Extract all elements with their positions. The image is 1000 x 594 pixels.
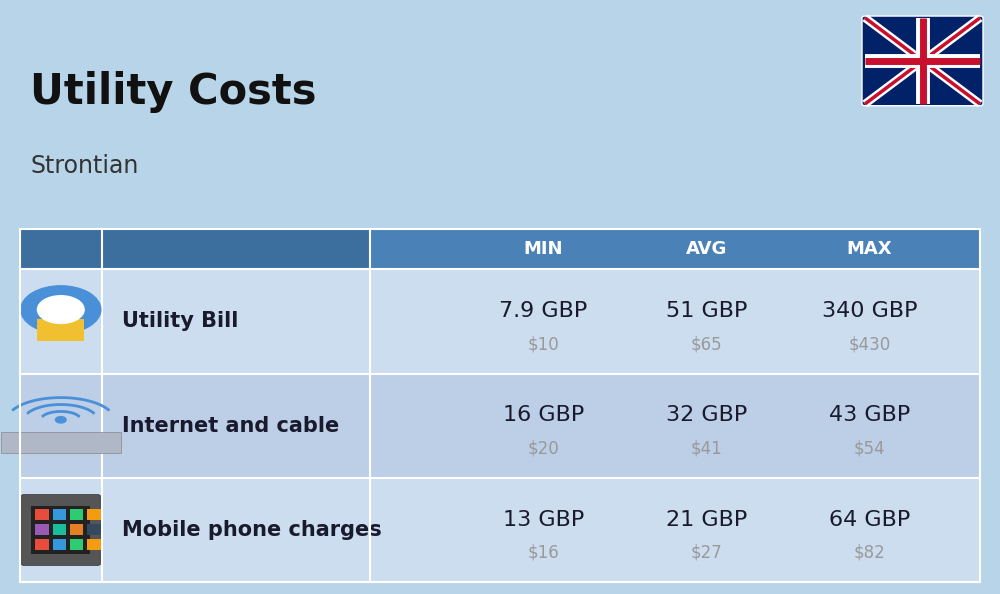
Bar xyxy=(1,432,121,453)
Text: Strontian: Strontian xyxy=(30,154,138,178)
Bar xyxy=(87,508,101,520)
Circle shape xyxy=(21,286,101,333)
Text: MAX: MAX xyxy=(847,240,892,258)
Text: $16: $16 xyxy=(527,544,559,562)
Text: $82: $82 xyxy=(854,544,885,562)
Text: $54: $54 xyxy=(854,440,885,457)
Text: 340 GBP: 340 GBP xyxy=(822,301,917,321)
Bar xyxy=(87,539,101,550)
Text: 64 GBP: 64 GBP xyxy=(829,510,910,530)
Text: Mobile phone charges: Mobile phone charges xyxy=(122,520,381,540)
Circle shape xyxy=(37,296,84,324)
Bar xyxy=(20,269,980,374)
Bar xyxy=(20,478,980,582)
Bar xyxy=(70,524,83,535)
Text: 32 GBP: 32 GBP xyxy=(666,405,747,425)
Bar xyxy=(53,539,66,550)
Text: 16 GBP: 16 GBP xyxy=(503,405,584,425)
Bar xyxy=(35,539,49,550)
Text: MIN: MIN xyxy=(523,240,563,258)
Bar xyxy=(53,524,66,535)
Text: $41: $41 xyxy=(691,440,722,457)
Text: $27: $27 xyxy=(691,544,722,562)
Bar xyxy=(20,229,102,269)
Bar xyxy=(70,539,83,550)
Text: Utility Costs: Utility Costs xyxy=(30,71,316,113)
Text: $10: $10 xyxy=(527,336,559,353)
Text: Utility Bill: Utility Bill xyxy=(122,311,238,331)
Bar xyxy=(35,524,49,535)
Text: 43 GBP: 43 GBP xyxy=(829,405,910,425)
Bar xyxy=(35,508,49,520)
Bar xyxy=(20,374,980,478)
Bar xyxy=(37,320,84,342)
Text: Internet and cable: Internet and cable xyxy=(122,416,339,436)
Text: $65: $65 xyxy=(691,336,722,353)
Bar xyxy=(53,508,66,520)
Text: $430: $430 xyxy=(848,336,891,353)
Bar xyxy=(70,508,83,520)
Text: 7.9 GBP: 7.9 GBP xyxy=(499,301,587,321)
Circle shape xyxy=(55,416,66,423)
FancyBboxPatch shape xyxy=(862,16,983,106)
FancyBboxPatch shape xyxy=(21,495,100,565)
Bar xyxy=(20,229,980,582)
Text: $20: $20 xyxy=(527,440,559,457)
Text: 51 GBP: 51 GBP xyxy=(666,301,747,321)
Text: 21 GBP: 21 GBP xyxy=(666,510,747,530)
Bar xyxy=(20,229,980,269)
Bar xyxy=(87,524,101,535)
Text: 13 GBP: 13 GBP xyxy=(503,510,584,530)
Text: AVG: AVG xyxy=(686,240,727,258)
Bar xyxy=(31,506,90,554)
Bar xyxy=(102,229,370,269)
